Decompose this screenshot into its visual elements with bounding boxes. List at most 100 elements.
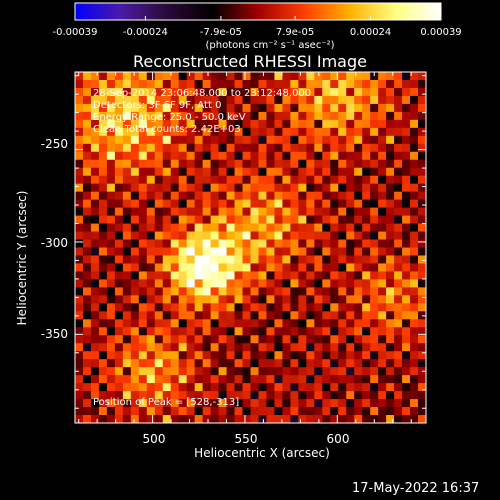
heatmap-cell [106,215,116,224]
heatmap-cell [370,279,379,288]
heatmap-cell [250,343,259,352]
heatmap-cell [98,391,108,400]
heatmap-cell [202,239,211,248]
heatmap-cell [386,183,395,192]
heatmap-cell [98,215,108,224]
heatmap-cell [186,191,195,200]
heatmap-cell [330,415,339,424]
heatmap-cell [202,263,211,272]
heatmap-cell [386,167,395,177]
heatmap-cell [306,143,315,153]
heatmap-cell [162,72,172,81]
heatmap-cell [258,223,267,232]
heatmap-cell [362,383,371,392]
heatmap-cell [178,111,187,121]
heatmap-cell [186,151,195,161]
heatmap-cell [418,159,427,169]
heatmap-cell [338,199,347,208]
heatmap-cell [186,271,195,280]
heatmap-cell [82,223,92,232]
heatmap-cell [338,183,347,192]
heatmap-cell [114,383,124,392]
heatmap-cell [226,87,235,97]
heatmap-cell [370,255,379,264]
heatmap-cell [234,295,243,304]
heatmap-cell [322,72,331,81]
heatmap-cell [338,135,347,145]
heatmap-cell [114,207,124,216]
heatmap-cell [250,135,259,145]
heatmap-cell [314,271,323,280]
heatmap-cell [170,415,180,424]
heatmap-cell [178,95,187,105]
heatmap-cell [170,263,180,272]
y-axis-label: Heliocentric Y (arcsec) [15,190,29,326]
heatmap-cell [82,367,92,376]
heatmap-cell [402,287,411,296]
heatmap-cell [354,383,363,392]
heatmap-cell [75,183,84,192]
y-tick-label: -350 [40,327,68,341]
heatmap-cell [218,327,227,336]
heatmap-cell [162,111,172,121]
heatmap-cell [418,175,427,184]
heatmap-cell [314,207,323,216]
heatmap-cell [402,151,411,161]
heatmap-cell [322,351,331,360]
heatmap-cell [386,263,395,272]
heatmap-cell [218,399,227,408]
heatmap-cell [98,183,108,192]
heatmap-cell [282,383,291,392]
heatmap-cell [378,143,387,153]
heatmap-cell [130,167,140,177]
heatmap-cell [114,127,124,137]
heatmap-cell [362,311,371,320]
heatmap-cell [90,191,100,200]
heatmap-cell [322,175,331,184]
heatmap-cell [386,159,395,169]
heatmap-cell [362,127,371,137]
heatmap-cell [362,215,371,224]
heatmap-cell [242,311,251,320]
heatmap-cell [90,359,100,368]
heatmap-cell [370,111,379,121]
heatmap-cell [114,111,124,121]
heatmap-cell [314,399,323,408]
heatmap-cell [338,279,347,288]
heatmap-cell [146,295,156,304]
heatmap-cell [186,415,195,424]
heatmap-cell [410,183,419,192]
heatmap-cell [290,151,299,161]
heatmap-cell [378,183,387,192]
heatmap-cell [330,127,339,137]
heatmap-cell [154,135,164,145]
heatmap-cell [154,391,164,400]
heatmap-cell [322,231,331,240]
heatmap-cell [322,127,331,137]
heatmap-cell [402,79,411,89]
heatmap-cell [346,127,355,137]
heatmap-cell [250,191,259,200]
heatmap-cell [362,367,371,376]
heatmap-cell [234,391,243,400]
heatmap-cell [114,287,124,296]
heatmap-cell [202,295,211,304]
heatmap-cell [378,167,387,177]
heatmap-cell [210,359,219,368]
heatmap-cell [146,143,156,153]
heatmap-cell [322,191,331,200]
heatmap-cell [418,103,427,113]
heatmap-cell [138,415,148,424]
heatmap-cell [75,271,84,280]
heatmap-cell [154,95,164,105]
heatmap-cell [82,327,92,336]
heatmap-cell [242,191,251,200]
heatmap-cell [146,103,156,113]
heatmap-cell [114,399,124,408]
heatmap-cell [178,375,187,384]
heatmap-cell [162,343,172,352]
heatmap-cell [274,351,283,360]
heatmap-cell [306,367,315,376]
heatmap-cell [82,279,92,288]
heatmap-cell [154,303,164,312]
